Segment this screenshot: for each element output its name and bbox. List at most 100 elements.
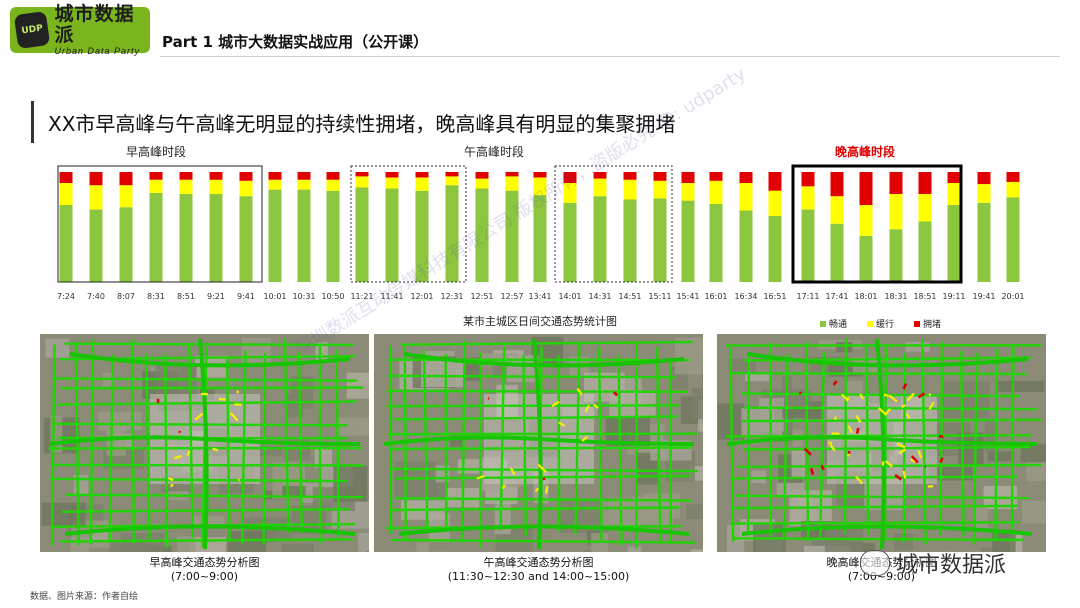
bar-segment-congested <box>653 172 667 181</box>
chart-legend: 畅通 缓行 拥堵 <box>820 317 941 330</box>
x-tick-label: 8:31 <box>147 292 165 301</box>
x-tick-label: 10:50 <box>321 292 344 301</box>
x-tick-label: 14:31 <box>588 292 611 301</box>
bar-segment-congested <box>209 172 223 180</box>
bar-segment-smooth <box>119 207 133 282</box>
bar-segment-slow <box>653 180 667 199</box>
bar-segment-slow <box>801 186 815 210</box>
bar-segment-slow <box>768 190 782 216</box>
bar-segment-congested <box>89 172 103 186</box>
group-label: 晚高峰时段 <box>835 144 896 159</box>
x-tick-label: 12:31 <box>440 292 463 301</box>
map-caption-noon-title: 午高峰交通态势分析图 <box>483 556 594 569</box>
x-tick-label: 19:41 <box>972 292 995 301</box>
x-tick-label: 8:51 <box>177 292 195 301</box>
bar-segment-slow <box>415 177 429 191</box>
bar-segment-smooth <box>768 216 782 282</box>
bar-segment-congested <box>947 172 961 183</box>
x-tick-label: 14:51 <box>618 292 641 301</box>
bar-segment-congested <box>355 172 369 177</box>
brand-watermark-text: 城市数据派 <box>896 553 1007 578</box>
bar-segment-slow <box>239 180 253 197</box>
noon-peak-box-1 <box>350 165 467 283</box>
legend-label-smooth: 畅通 <box>829 320 848 330</box>
x-tick-label: 13:41 <box>528 292 551 301</box>
bar-segment-smooth <box>355 187 369 282</box>
bar-segment-smooth <box>977 202 991 282</box>
bar-segment-smooth <box>209 194 223 282</box>
x-tick-label: 16:51 <box>763 292 786 301</box>
bar-segment-smooth <box>563 202 577 282</box>
bar-segment-smooth <box>415 190 429 282</box>
x-tick-label: 18:51 <box>913 292 936 301</box>
map-caption-morning-title: 早高峰交通态势分析图 <box>149 556 260 569</box>
bar-segment-slow <box>297 179 311 190</box>
bar-segment-congested <box>179 172 193 180</box>
x-tick-label: 18:01 <box>854 292 877 301</box>
bar-segment-congested <box>533 172 547 178</box>
bar-segment-smooth <box>681 200 695 282</box>
bar-segment-congested <box>918 172 932 194</box>
bar-segment-congested <box>739 172 753 183</box>
bar-segment-congested <box>623 172 637 180</box>
wechat-icon <box>860 550 890 576</box>
x-tick-label: 18:31 <box>884 292 907 301</box>
logo-en-text: Urban Data Party <box>54 46 140 56</box>
brand-logo: UDP 城市数据派 Urban Data Party <box>10 4 150 56</box>
bar-segment-slow <box>533 177 547 196</box>
evening-peak-box <box>791 164 963 284</box>
bar-segment-slow <box>89 185 103 210</box>
bar-segment-smooth <box>889 229 903 282</box>
map-evening-peak <box>717 334 1046 552</box>
x-tick-label: 16:34 <box>734 292 757 301</box>
brand-watermark: 城市数据派 <box>860 547 1006 579</box>
bar-segment-congested <box>830 172 844 197</box>
x-tick-label: 12:01 <box>410 292 433 301</box>
bar-segment-smooth <box>89 209 103 282</box>
bar-segment-slow <box>209 179 223 194</box>
x-tick-label: 11:21 <box>350 292 373 301</box>
noon-peak-box-2 <box>554 165 673 283</box>
bar-segment-slow <box>859 205 873 236</box>
bar-segment-slow <box>445 176 459 186</box>
traffic-stacked-bar-chart: 7:24 7:40 8:07 8:31 8:51 9:21 9:41 10:01 10:31 10… <box>57 144 1025 301</box>
road-network-map <box>374 334 703 552</box>
bar-segment-slow <box>623 179 637 200</box>
bar-segment-slow <box>355 176 369 188</box>
bar-segment-smooth <box>623 199 637 282</box>
bar-segment-slow <box>563 183 577 203</box>
legend-item-slow: 缓行 <box>867 317 894 330</box>
morning-peak-box <box>57 165 263 283</box>
bar-segment-congested <box>681 172 695 183</box>
bar-segment-slow <box>505 176 519 191</box>
bar-segment-congested <box>268 172 282 180</box>
x-tick-label: 14:01 <box>558 292 581 301</box>
x-tick-label: 11:41 <box>380 292 403 301</box>
bar-segment-smooth <box>385 188 399 282</box>
bar-segment-congested <box>326 172 340 180</box>
x-tick-label: 9:41 <box>237 292 255 301</box>
bar-segment-smooth <box>533 195 547 282</box>
bar-segment-smooth <box>445 185 459 282</box>
x-tick-label: 20:01 <box>1001 292 1024 301</box>
bar-segment-slow <box>326 179 340 191</box>
bar-segment-slow <box>119 185 133 208</box>
x-tick-label: 15:11 <box>648 292 671 301</box>
bar-segment-slow <box>977 184 991 203</box>
bar-segment-smooth <box>801 209 815 282</box>
bar-segment-slow <box>947 183 961 205</box>
x-tick-label: 7:40 <box>87 292 105 301</box>
map-noon-peak <box>374 334 703 552</box>
x-tick-label: 10:31 <box>292 292 315 301</box>
x-tick-label: 12:51 <box>470 292 493 301</box>
bar-segment-smooth <box>505 190 519 282</box>
bar-segment-congested <box>297 172 311 180</box>
bar-segment-smooth <box>709 203 723 282</box>
bar-segment-slow <box>830 196 844 224</box>
bar-segment-slow <box>681 183 695 201</box>
x-tick-label: 7:24 <box>57 292 75 301</box>
bar-segment-slow <box>593 178 607 197</box>
chart-title: 某市主城区日间交通态势统计图 <box>463 315 617 328</box>
bar-segment-slow <box>1006 181 1020 198</box>
bar-segment-slow <box>268 179 282 190</box>
